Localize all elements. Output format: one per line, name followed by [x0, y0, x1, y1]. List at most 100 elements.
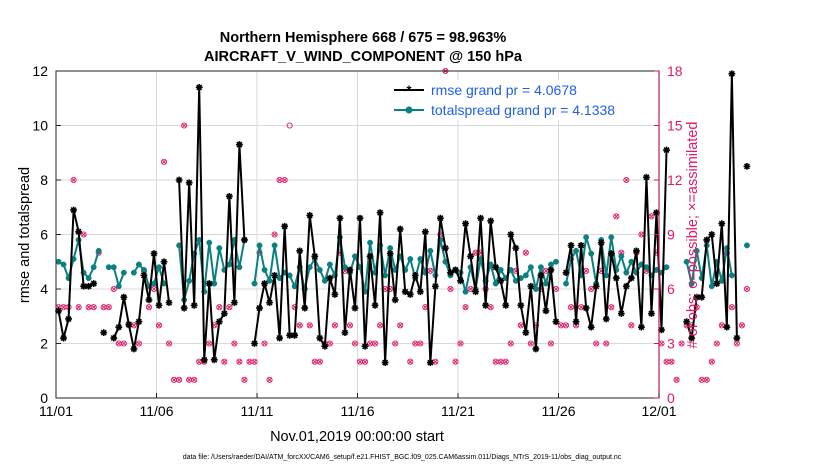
totalspread-point [90, 264, 97, 271]
totalspread-point [623, 269, 630, 276]
rmse-point [617, 310, 625, 317]
possible-obs-marker [351, 340, 359, 347]
possible-obs-marker [452, 358, 459, 365]
y-right-tick-label: 0 [667, 390, 675, 406]
totalspread-point [261, 266, 268, 273]
assimilated-obs-marker [76, 305, 81, 310]
totalspread-point [708, 283, 715, 290]
possible-obs-marker [236, 358, 243, 365]
possible-obs-marker [623, 176, 630, 184]
rmse-point [321, 342, 329, 350]
possible-obs-marker [231, 340, 238, 347]
totalspread-point [728, 272, 735, 279]
rmse-point [326, 274, 334, 282]
rmse-point [100, 329, 108, 336]
rmse-point [220, 310, 228, 317]
rmse-point [266, 299, 273, 307]
rmse-point [80, 282, 88, 290]
totalspread-point [256, 242, 263, 249]
assimilated-obs-marker [181, 123, 187, 128]
possible-obs-marker [708, 358, 715, 365]
assimilated-obs-marker [604, 341, 609, 346]
totalspread-point [387, 245, 394, 252]
rmse-point [532, 345, 540, 353]
rmse-point [306, 212, 314, 219]
series-layer [55, 70, 751, 366]
rmse-series-line [57, 208, 95, 340]
assimilated-obs-marker [166, 341, 172, 346]
assimilated-obs-marker [744, 286, 750, 292]
legend-spread-marker [405, 106, 413, 114]
assimilated-obs-marker [262, 341, 267, 346]
possible-obs-marker [738, 322, 745, 329]
assimilated-obs-marker [463, 305, 468, 310]
rmse-point [582, 304, 590, 312]
possible-obs-marker [135, 340, 142, 347]
rmse-point [160, 258, 168, 266]
assimilated-obs-marker [91, 305, 96, 310]
rmse-point [653, 209, 660, 217]
rmse-point [230, 299, 238, 307]
assimilated-obs-marker [488, 305, 493, 310]
totalspread-point [115, 283, 122, 290]
y-tick-label: 8 [40, 172, 48, 188]
assimilated-obs-marker [297, 323, 302, 328]
legend-rmse-marker: * [406, 83, 412, 98]
x-tick-label: 11/26 [542, 403, 576, 419]
rmse-point [401, 288, 409, 296]
possible-obs-marker [191, 376, 198, 383]
possible-obs-marker [713, 340, 720, 347]
assimilated-obs-marker [528, 341, 534, 346]
assimilated-obs-marker [669, 359, 674, 364]
assimilated-obs-marker [714, 341, 719, 346]
totalspread-point [140, 266, 147, 273]
rmse-point [180, 304, 188, 312]
assimilated-obs-marker [448, 286, 453, 292]
assimilated-obs-marker [729, 305, 735, 310]
totalspread-point [316, 266, 323, 273]
rmse-point [110, 334, 118, 342]
assimilated-obs-marker [357, 359, 363, 364]
possible-obs-marker [703, 376, 710, 383]
possible-obs-marker [547, 340, 555, 347]
assimilated-obs-marker [362, 359, 368, 364]
assimilated-obs-marker [629, 323, 634, 328]
rmse-point [728, 70, 736, 78]
possible-obs-marker [361, 358, 369, 365]
possible-obs-marker [608, 304, 615, 311]
rmse-point [537, 271, 545, 279]
assimilated-obs-marker [433, 359, 438, 364]
totalspread-point [522, 272, 529, 279]
assimilated-obs-marker [367, 341, 373, 346]
rmse-point [225, 192, 233, 200]
assimilated-obs-marker [428, 268, 433, 273]
possible-obs-marker [261, 340, 268, 347]
assimilated-obs-marker [468, 286, 473, 292]
totalspread-point [60, 261, 67, 268]
rmse-point [286, 331, 294, 339]
rmse-series-line [178, 86, 246, 361]
rmse-point [145, 296, 153, 304]
assimilated-obs-marker [413, 341, 418, 346]
possible-obs-marker [613, 213, 620, 220]
totalspread-point [120, 269, 127, 276]
possible-obs-marker [517, 322, 524, 329]
rmse-point [411, 271, 419, 279]
assimilated-obs-marker [272, 232, 277, 237]
totalspread-point [542, 280, 549, 287]
y-right-tick-label: 18 [667, 63, 683, 79]
rmse-point [205, 280, 213, 287]
rmse-point [587, 323, 595, 331]
legend-rmse-label: rmse grand pr = 4.0678 [431, 82, 577, 98]
assimilated-obs-marker [548, 341, 554, 346]
legend: * rmse grand pr = 4.0678 totalspread gra… [388, 80, 651, 120]
y-right-tick-label: 9 [667, 227, 675, 243]
rmse-point [366, 252, 374, 260]
rmse-point [708, 231, 716, 238]
assimilated-obs-marker [639, 232, 644, 237]
rmse-point [718, 220, 726, 227]
rmse-point [723, 323, 731, 331]
totalspread-point [186, 277, 193, 284]
possible-obs-marker [226, 304, 233, 311]
